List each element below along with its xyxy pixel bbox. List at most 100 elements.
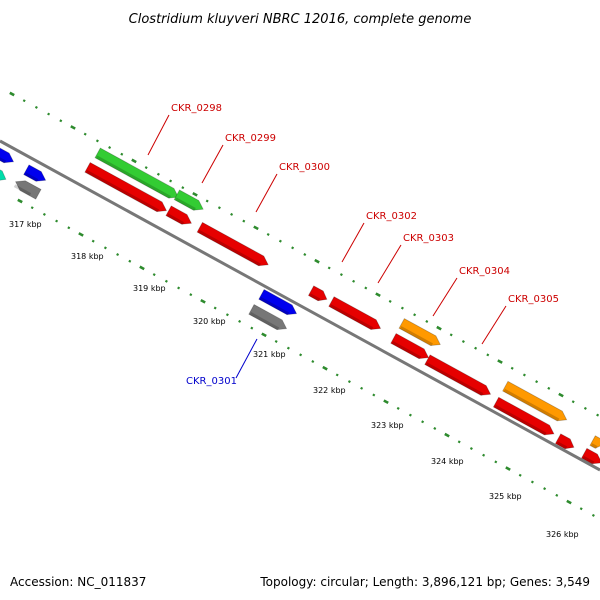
inner-tick-dot xyxy=(78,232,84,237)
tick-label: 321 kbp xyxy=(253,350,286,359)
inner-tick-dot xyxy=(372,393,376,397)
inner-tick-dot xyxy=(591,513,595,517)
inner-tick-dot xyxy=(250,326,254,330)
inner-tick-dot xyxy=(421,420,425,424)
outer-tick-dot xyxy=(535,380,539,384)
cds-arrow-ckr-0304-gene xyxy=(390,333,430,360)
gene-label: CKR_0303 xyxy=(403,233,454,244)
outer-tick-dot xyxy=(413,313,417,317)
accession-text: Accession: NC_011837 xyxy=(10,575,146,589)
gene-label-group: CKR_0305 xyxy=(481,294,559,345)
gene-label-leader xyxy=(432,277,458,317)
outer-tick-dot xyxy=(547,386,551,390)
outer-tick-dot xyxy=(596,413,600,417)
inner-tick-dot xyxy=(213,306,217,310)
outer-tick-dot xyxy=(400,306,404,310)
tick-label: 323 kbp xyxy=(371,421,404,430)
gene-label: CKR_0300 xyxy=(279,162,330,173)
outer-tick-dot xyxy=(352,279,356,283)
cds-arrow-ckr-0298-gene xyxy=(84,161,168,213)
gene-label-leader xyxy=(481,305,507,345)
inner-tick-dot xyxy=(457,440,461,444)
outer-tick-dot xyxy=(253,225,259,231)
cds-arrow-left-gray xyxy=(13,180,42,200)
inner-tick-dot xyxy=(322,365,328,371)
inner-tick-dot xyxy=(469,447,473,451)
cds-arrow-ckr-0302 xyxy=(307,285,328,302)
outer-tick-dot xyxy=(449,333,453,337)
gene-label-group: CKR_0298 xyxy=(147,103,222,156)
scale-tick-labels: 317 kbp 318 kbp 319 kbp 320 kbp 321 kbp 322 k… xyxy=(9,220,579,539)
outer-tick-dot xyxy=(156,172,160,176)
inner-tick-dot xyxy=(261,332,267,338)
inner-tick-dot xyxy=(42,212,46,216)
inner-tick-dot xyxy=(566,499,572,505)
inner-tick-dot xyxy=(30,206,34,210)
outer-tick-dot xyxy=(364,286,368,290)
inner-tick-dot xyxy=(579,507,583,511)
outer-tick-dot xyxy=(266,232,270,236)
cds-arrow-ckr-0299-gene xyxy=(165,205,193,225)
outer-tick-dot xyxy=(83,132,87,136)
inner-tick-dot xyxy=(518,473,522,477)
inner-tick-dot xyxy=(103,246,107,250)
map-title: Clostridium kluyveri NBRC 12016, complet… xyxy=(129,12,472,27)
gene-label: CKR_0305 xyxy=(508,294,559,305)
gene-labels: CKR_0298 CKR_0299 CKR_0300 CKR_0302 CKR_0303… xyxy=(147,103,559,387)
cds-arrow-ckr-0308-other xyxy=(589,435,600,449)
tick-label: 319 kbp xyxy=(133,284,166,293)
outer-tick-dot xyxy=(510,366,514,370)
inner-tick-dot xyxy=(347,380,351,384)
inner-tick-dot xyxy=(274,339,278,343)
outer-tick-dot xyxy=(120,152,124,156)
inner-tick-dot xyxy=(128,259,132,263)
gene-label-leader xyxy=(377,244,402,284)
tick-label: 318 kbp xyxy=(71,252,104,261)
cds-arrow-ckr-0305 xyxy=(424,354,492,396)
inner-tick-dot xyxy=(238,319,242,323)
outer-tick-dot xyxy=(47,112,51,116)
gene-label: CKR_0299 xyxy=(225,133,276,144)
gene-label-group: CKR_0302 xyxy=(341,211,417,263)
tick-label: 317 kbp xyxy=(9,220,42,229)
inner-tick-dot xyxy=(396,406,400,410)
inner-tick-dot xyxy=(139,265,145,271)
tick-label: 326 kbp xyxy=(546,530,579,539)
cds-arrow-ckr-0298 xyxy=(94,147,179,199)
outer-tick-dot xyxy=(230,212,234,216)
outer-tick-dot xyxy=(131,158,137,164)
tick-label: 322 kbp xyxy=(313,386,346,395)
inner-tick-dot xyxy=(67,226,71,230)
gene-label: CKR_0298 xyxy=(171,103,222,114)
gene-label-group: CKR_0301 xyxy=(186,338,258,387)
inner-tick-dot xyxy=(408,413,412,417)
cds-arrow-ckr-0303 xyxy=(328,296,382,330)
outer-tick-dot xyxy=(9,91,15,97)
gene-features xyxy=(0,144,600,465)
outer-tick-dot xyxy=(583,406,587,410)
outer-tick-dot xyxy=(388,299,392,303)
gene-label-leader xyxy=(201,144,224,184)
cds-arrow-ckr-0301 xyxy=(248,304,288,331)
cds-arrow-ckr-0306-gene xyxy=(492,396,555,436)
outer-tick-dot xyxy=(486,353,490,357)
outer-tick-dot xyxy=(327,266,331,270)
outer-tick-dot xyxy=(70,125,76,130)
gene-label-group: CKR_0304 xyxy=(432,266,510,317)
cds-arrow-left-blue-2 xyxy=(23,164,47,182)
inner-tick-dot xyxy=(177,286,181,290)
gene-label-group: CKR_0300 xyxy=(255,162,330,213)
inner-tick-dot xyxy=(225,313,229,317)
inner-tick-dot xyxy=(482,453,486,457)
outer-tick-dot xyxy=(108,146,112,150)
outer-tick-dot xyxy=(95,139,99,143)
outer-tick-dot xyxy=(571,400,575,404)
outer-tick-dot xyxy=(22,99,26,103)
inner-tick-dot xyxy=(335,373,339,377)
inner-tick-dot xyxy=(383,399,389,405)
inner-tick-dot xyxy=(444,432,450,438)
gene-label: CKR_0301 xyxy=(186,376,237,387)
inner-tick-dot xyxy=(200,299,206,304)
outer-tick-dot xyxy=(375,292,381,298)
cds-arrow-ckr-0301-neighbor xyxy=(258,289,298,316)
